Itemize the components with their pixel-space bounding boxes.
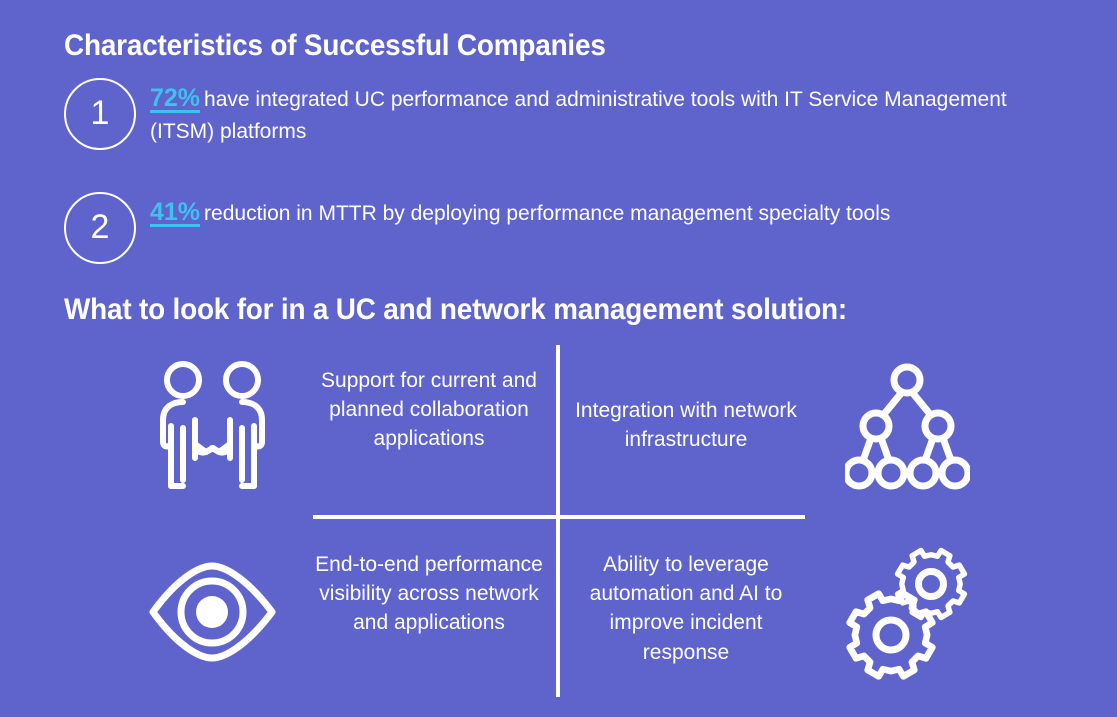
gears-icon	[843, 540, 978, 680]
stat-percent-1: 72%	[150, 84, 201, 112]
quadrant-cell-bottom-right: Ability to leverage automation and AI to…	[589, 553, 783, 664]
stat-text-1: 72% have integrated UC performance and ad…	[150, 81, 1064, 146]
quadrant-cell-top-right: Integration with network infrastructure	[575, 399, 797, 452]
stat-percent-2: 41%	[150, 198, 201, 226]
solution-criteria-quadrant: Support for current and planned collabor…	[0, 340, 1117, 717]
quadrant-cell-top-left: Support for current and planned collabor…	[321, 369, 537, 451]
network-tree-icon	[845, 358, 970, 498]
quadrant-cell-bottom-left: End-to-end performance visibility across…	[315, 553, 543, 635]
eye-icon	[145, 550, 280, 675]
quadrant-horizontal-divider	[313, 515, 805, 519]
stat-number-circle-2: 2	[64, 192, 136, 264]
stat-description-1: have integrated UC performance and admin…	[150, 88, 1007, 143]
page-title: Characteristics of Successful Companies	[64, 29, 606, 62]
quadrant-vertical-divider	[556, 345, 560, 697]
stat-text-2: 41% reduction in MTTR by deploying perfor…	[150, 195, 890, 231]
section-title: What to look for in a UC and network man…	[64, 293, 848, 326]
handshake-icon	[150, 358, 275, 498]
stat-number-1: 1	[90, 94, 110, 132]
stat-number-circle-1: 1	[64, 78, 136, 150]
stat-number-2: 2	[90, 208, 110, 246]
stat-description-2: reduction in MTTR by deploying performan…	[204, 202, 891, 225]
